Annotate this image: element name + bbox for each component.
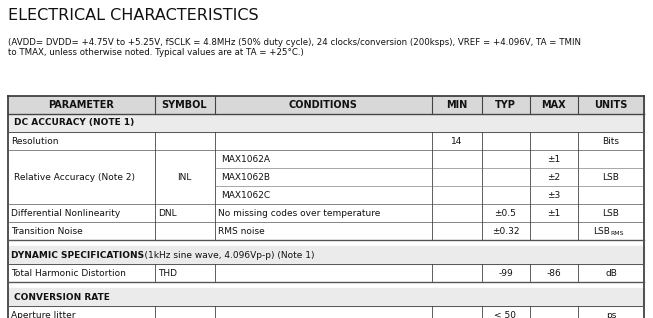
Text: (1kHz sine wave, 4.096Vp-p) (Note 1): (1kHz sine wave, 4.096Vp-p) (Note 1) xyxy=(133,251,315,259)
Text: No missing codes over temperature: No missing codes over temperature xyxy=(218,209,381,218)
Text: PARAMETER: PARAMETER xyxy=(48,100,114,110)
Text: RMS noise: RMS noise xyxy=(218,226,264,236)
Text: MAX1062A: MAX1062A xyxy=(221,155,270,163)
Text: -86: -86 xyxy=(546,268,561,278)
Text: Transition Noise: Transition Noise xyxy=(11,226,83,236)
Text: LSB: LSB xyxy=(603,209,620,218)
Text: MAX1062C: MAX1062C xyxy=(221,190,270,199)
Text: MIN: MIN xyxy=(446,100,467,110)
Text: CONDITIONS: CONDITIONS xyxy=(289,100,357,110)
Text: MAX1062B: MAX1062B xyxy=(221,172,270,182)
Text: to TMAX, unless otherwise noted. Typical values are at TA = +25°C.): to TMAX, unless otherwise noted. Typical… xyxy=(8,48,304,57)
Text: ±2: ±2 xyxy=(547,172,560,182)
Text: TYP: TYP xyxy=(495,100,516,110)
Text: DNL: DNL xyxy=(158,209,176,218)
Text: RMS: RMS xyxy=(610,231,624,236)
Text: Differential Nonlinearity: Differential Nonlinearity xyxy=(11,209,120,218)
Text: (AVDD= DVDD= +4.75V to +5.25V, fSCLK = 4.8MHz (50% duty cycle), 24 clocks/conver: (AVDD= DVDD= +4.75V to +5.25V, fSCLK = 4… xyxy=(8,38,581,47)
Text: ps: ps xyxy=(606,310,616,318)
Text: UNITS: UNITS xyxy=(594,100,628,110)
Text: Resolution: Resolution xyxy=(11,136,59,146)
Text: DYNAMIC SPECIFICATIONS: DYNAMIC SPECIFICATIONS xyxy=(11,251,144,259)
Text: 14: 14 xyxy=(451,136,462,146)
Text: LSB: LSB xyxy=(593,226,610,236)
Text: Relative Accuracy (Note 2): Relative Accuracy (Note 2) xyxy=(14,172,135,182)
Text: THD: THD xyxy=(158,268,177,278)
Text: ±0.5: ±0.5 xyxy=(494,209,517,218)
Text: INL: INL xyxy=(178,172,192,182)
Text: ±1: ±1 xyxy=(547,155,560,163)
Text: dB: dB xyxy=(605,268,617,278)
Text: -99: -99 xyxy=(498,268,513,278)
Text: Bits: Bits xyxy=(603,136,620,146)
Text: ±0.32: ±0.32 xyxy=(492,226,519,236)
Bar xyxy=(8,114,644,132)
Text: DC ACCURACY (NOTE 1): DC ACCURACY (NOTE 1) xyxy=(14,119,135,128)
Text: LSB: LSB xyxy=(603,172,620,182)
Text: CONVERSION RATE: CONVERSION RATE xyxy=(14,293,110,301)
Text: Aperture Jitter: Aperture Jitter xyxy=(11,310,76,318)
Text: SYMBOL: SYMBOL xyxy=(162,100,207,110)
Text: Total Harmonic Distortion: Total Harmonic Distortion xyxy=(11,268,126,278)
Text: ±1: ±1 xyxy=(547,209,560,218)
Bar xyxy=(8,96,644,114)
Bar xyxy=(8,288,644,306)
Text: < 50: < 50 xyxy=(494,310,517,318)
Text: MAX: MAX xyxy=(541,100,565,110)
Bar xyxy=(8,246,644,264)
Text: ±3: ±3 xyxy=(547,190,560,199)
Bar xyxy=(8,96,644,318)
Text: ELECTRICAL CHARACTERISTICS: ELECTRICAL CHARACTERISTICS xyxy=(8,8,259,23)
